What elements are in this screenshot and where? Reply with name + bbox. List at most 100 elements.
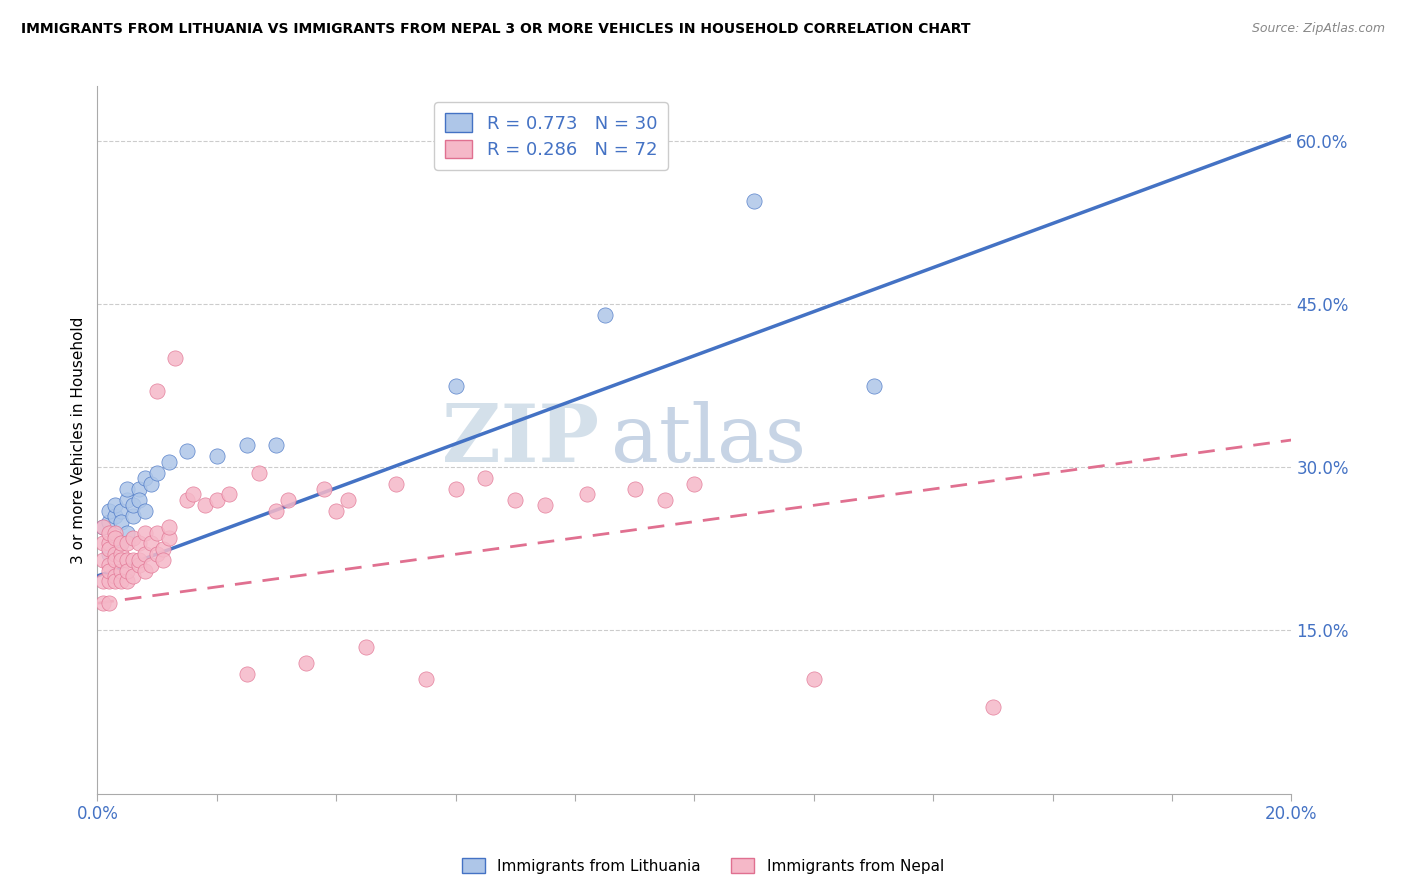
Point bbox=[91, 520, 114, 534]
Point bbox=[115, 574, 138, 589]
Point bbox=[235, 667, 257, 681]
Point bbox=[134, 471, 156, 485]
Point bbox=[98, 558, 121, 573]
Point bbox=[98, 574, 121, 589]
Point bbox=[122, 569, 145, 583]
Point bbox=[98, 596, 121, 610]
Point bbox=[110, 574, 132, 589]
Point bbox=[314, 482, 336, 496]
Point bbox=[104, 574, 127, 589]
Point bbox=[98, 541, 121, 556]
Text: IMMIGRANTS FROM LITHUANIA VS IMMIGRANTS FROM NEPAL 3 OR MORE VEHICLES IN HOUSEHO: IMMIGRANTS FROM LITHUANIA VS IMMIGRANTS … bbox=[21, 22, 970, 37]
Y-axis label: 3 or more Vehicles in Household: 3 or more Vehicles in Household bbox=[72, 317, 86, 564]
Point bbox=[152, 552, 174, 566]
Point bbox=[115, 536, 138, 550]
Point bbox=[146, 466, 169, 480]
Point bbox=[115, 564, 138, 578]
Point bbox=[325, 504, 347, 518]
Point bbox=[91, 596, 114, 610]
Point bbox=[128, 492, 150, 507]
Text: atlas: atlas bbox=[610, 401, 806, 479]
Point bbox=[803, 673, 825, 687]
Point bbox=[146, 384, 169, 398]
Point bbox=[128, 558, 150, 573]
Legend: R = 0.773   N = 30, R = 0.286   N = 72: R = 0.773 N = 30, R = 0.286 N = 72 bbox=[434, 103, 668, 170]
Point bbox=[503, 492, 526, 507]
Point bbox=[104, 569, 127, 583]
Point bbox=[235, 438, 257, 452]
Point bbox=[134, 525, 156, 540]
Point bbox=[385, 476, 408, 491]
Point bbox=[266, 504, 288, 518]
Point bbox=[98, 547, 121, 561]
Point bbox=[742, 194, 765, 208]
Point bbox=[862, 378, 884, 392]
Point bbox=[176, 492, 198, 507]
Text: Source: ZipAtlas.com: Source: ZipAtlas.com bbox=[1251, 22, 1385, 36]
Point bbox=[981, 699, 1004, 714]
Point bbox=[91, 552, 114, 566]
Point bbox=[218, 487, 240, 501]
Point bbox=[122, 509, 145, 524]
Point bbox=[139, 558, 162, 573]
Point bbox=[444, 482, 467, 496]
Point bbox=[115, 492, 138, 507]
Point bbox=[98, 515, 121, 529]
Point bbox=[354, 640, 377, 654]
Point bbox=[104, 509, 127, 524]
Point bbox=[122, 552, 145, 566]
Point bbox=[623, 482, 645, 496]
Point bbox=[157, 455, 180, 469]
Point bbox=[593, 308, 616, 322]
Point bbox=[104, 536, 127, 550]
Point bbox=[247, 466, 270, 480]
Point bbox=[176, 443, 198, 458]
Point bbox=[110, 564, 132, 578]
Point bbox=[122, 498, 145, 512]
Point bbox=[181, 487, 204, 501]
Point bbox=[266, 438, 288, 452]
Point bbox=[115, 525, 138, 540]
Point bbox=[122, 531, 145, 545]
Point bbox=[575, 487, 598, 501]
Point bbox=[128, 552, 150, 566]
Point bbox=[98, 536, 121, 550]
Point bbox=[295, 656, 318, 670]
Point bbox=[157, 531, 180, 545]
Point bbox=[134, 547, 156, 561]
Point bbox=[474, 471, 496, 485]
Point bbox=[134, 504, 156, 518]
Point bbox=[163, 351, 186, 366]
Point bbox=[110, 552, 132, 566]
Point bbox=[110, 536, 132, 550]
Point bbox=[115, 552, 138, 566]
Point bbox=[110, 547, 132, 561]
Point bbox=[104, 531, 127, 545]
Point bbox=[194, 498, 217, 512]
Point bbox=[415, 673, 437, 687]
Point bbox=[139, 476, 162, 491]
Point bbox=[128, 482, 150, 496]
Point bbox=[110, 536, 132, 550]
Point bbox=[104, 552, 127, 566]
Point bbox=[98, 525, 121, 540]
Point bbox=[534, 498, 557, 512]
Point bbox=[683, 476, 706, 491]
Point bbox=[205, 492, 228, 507]
Point bbox=[654, 492, 676, 507]
Point bbox=[146, 525, 169, 540]
Point bbox=[91, 536, 114, 550]
Point bbox=[152, 541, 174, 556]
Point bbox=[205, 450, 228, 464]
Point bbox=[110, 504, 132, 518]
Point bbox=[98, 504, 121, 518]
Point bbox=[91, 520, 114, 534]
Point bbox=[444, 378, 467, 392]
Point bbox=[128, 536, 150, 550]
Point bbox=[115, 482, 138, 496]
Point bbox=[277, 492, 299, 507]
Legend: Immigrants from Lithuania, Immigrants from Nepal: Immigrants from Lithuania, Immigrants fr… bbox=[456, 852, 950, 880]
Point bbox=[134, 564, 156, 578]
Point bbox=[139, 536, 162, 550]
Point bbox=[91, 574, 114, 589]
